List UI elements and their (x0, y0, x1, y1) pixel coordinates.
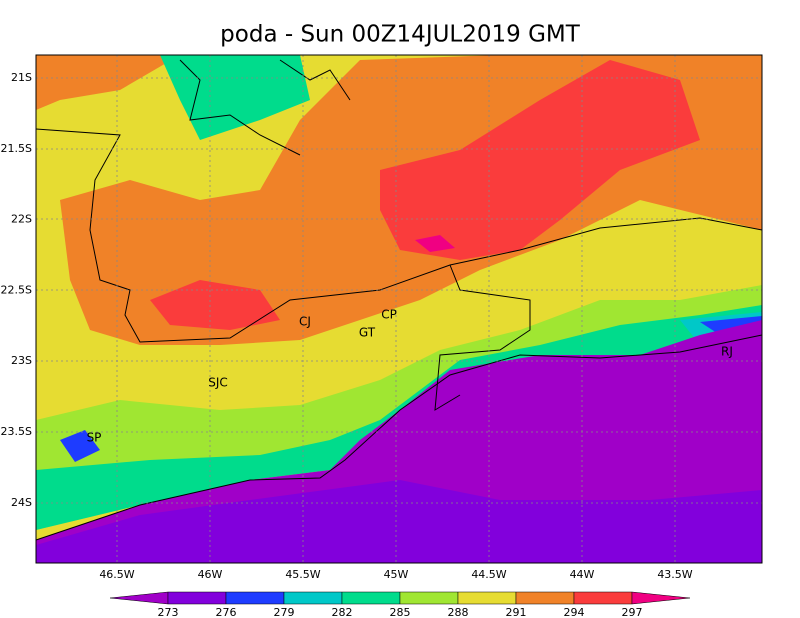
place-label: RJ (721, 345, 733, 359)
colorbar-label: 297 (622, 606, 643, 618)
place-label: SJC (208, 376, 228, 390)
grid (36, 55, 762, 563)
lon-label: 43.5W (657, 568, 692, 581)
lat-label: 23S (11, 354, 32, 367)
borders (35, 59, 763, 541)
lon-label: 45W (384, 568, 409, 581)
lat-label: 21S (11, 71, 32, 84)
colorbar-swatch (631, 591, 691, 605)
colorbar-label: 285 (390, 606, 411, 618)
colorbar-swatch (167, 591, 227, 605)
lat-label: 24S (11, 496, 32, 509)
colorbar-label: 291 (506, 606, 527, 618)
colorbar-label: 273 (158, 606, 179, 618)
colorbar-swatch (399, 591, 459, 605)
colorbar-label: 276 (216, 606, 237, 618)
colorbar-swatch (109, 591, 169, 605)
lat-label: 23.5S (1, 425, 32, 438)
place-label: CP (381, 308, 397, 322)
colorbar-swatch (225, 591, 285, 605)
colorbar-swatch (457, 591, 517, 605)
lon-label: 44W (570, 568, 595, 581)
colorbar-label: 282 (332, 606, 353, 618)
colorbar-swatch (341, 591, 401, 605)
colorbar-swatch (573, 591, 633, 605)
field (36, 55, 762, 563)
place-label: SP (87, 431, 102, 445)
lat-label: 22.5S (1, 283, 32, 296)
lat-label: 22S (11, 213, 32, 226)
lon-label: 46.5W (99, 568, 134, 581)
lat-label: 21.5S (1, 142, 32, 155)
colorbar-swatch (283, 591, 343, 605)
place-label: CJ (299, 315, 311, 329)
colorbar-label: 288 (448, 606, 469, 618)
lon-label: 44.5W (471, 568, 506, 581)
colorbar-swatch (515, 591, 575, 605)
map-frame (35, 54, 763, 564)
place-label: GT (359, 326, 376, 340)
colorbar-label: 279 (274, 606, 295, 618)
title: poda - Sun 00Z14JUL2019 GMT (220, 22, 581, 48)
lon-label: 46W (198, 568, 223, 581)
lon-label: 45.5W (285, 568, 320, 581)
colorbar-label: 294 (564, 606, 585, 618)
